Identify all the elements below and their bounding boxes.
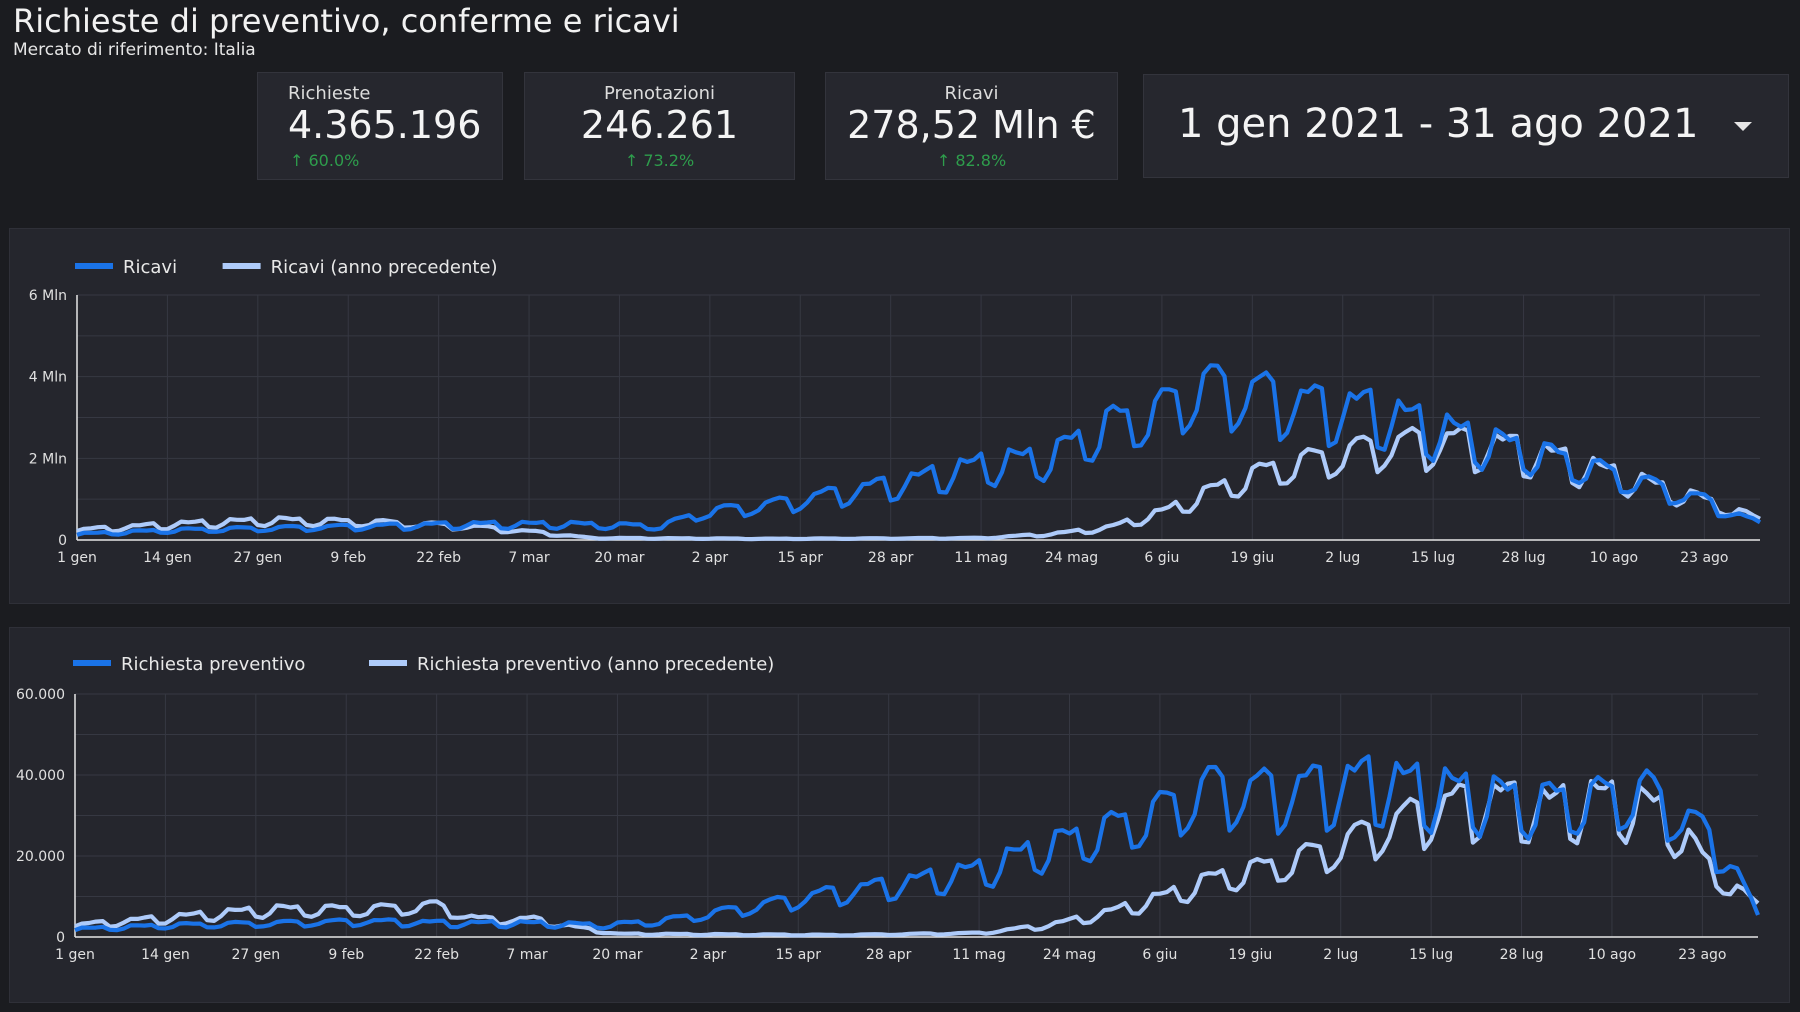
legend-swatch <box>75 263 113 269</box>
x-tick-label: 10 ago <box>1588 947 1636 963</box>
revenue-chart-panel: 1 gen 14 gen 27 gen 9 feb 22 feb 7 mar 20 mar 2… <box>9 228 1790 604</box>
legend-label: Richiesta preventivo <box>121 654 305 675</box>
x-tick-label: 28 lug <box>1502 550 1546 566</box>
x-tick-label: 7 mar <box>506 947 548 963</box>
x-tick-label: 19 giu <box>1228 947 1272 963</box>
x-tick-label: 2 lug <box>1323 947 1358 963</box>
scorecard-ricavi: Ricavi 278,52 Mln € ↑ 82.8% <box>825 72 1118 180</box>
x-tick-label: 15 apr <box>776 947 822 963</box>
date-range-picker[interactable]: 1 gen 2021 - 31 ago 2021 <box>1143 74 1789 178</box>
x-tick-label: 10 ago <box>1590 550 1638 566</box>
x-tick-label: 11 mag <box>954 550 1007 566</box>
x-tick-label: 27 gen <box>233 550 282 566</box>
x-tick-label: 2 apr <box>692 550 729 566</box>
legend-label: Ricavi <box>123 257 177 278</box>
scorecard-label: Prenotazioni <box>604 83 715 104</box>
x-tick-label: 28 apr <box>866 947 912 963</box>
series-line-previous <box>76 425 1761 542</box>
x-tick-label: 15 lug <box>1411 550 1455 566</box>
legend-swatch <box>369 660 407 666</box>
quote-requests-chart: 1 gen 14 gen 27 gen 9 feb 22 feb 7 mar 20 mar 2… <box>16 654 1760 963</box>
x-tick-label: 9 feb <box>330 550 366 566</box>
x-tick-label: 15 lug <box>1409 947 1453 963</box>
scorecard-prenotazioni: Prenotazioni 246.261 ↑ 73.2% <box>524 72 795 180</box>
x-tick-label: 20 mar <box>592 947 642 963</box>
x-tick-label: 11 mag <box>952 947 1005 963</box>
scorecard-delta: ↑ 73.2% <box>624 151 695 170</box>
scorecard-value: 278,52 Mln € <box>847 103 1096 147</box>
x-tick-label: 2 lug <box>1325 550 1360 566</box>
x-tick-label: 23 ago <box>1678 947 1726 963</box>
x-tick-label: 20 mar <box>594 550 644 566</box>
series-line-previous <box>74 778 1760 938</box>
y-tick-label: 2 Mln <box>29 451 67 467</box>
y-tick-label: 60.000 <box>16 687 65 703</box>
quote-requests-chart-panel: 1 gen 14 gen 27 gen 9 feb 22 feb 7 mar 20 mar 2… <box>9 627 1790 1003</box>
date-range-value: 1 gen 2021 - 31 ago 2021 <box>1178 101 1699 147</box>
series-line-current <box>76 363 1762 537</box>
scorecard-richieste: Richieste 4.365.196 ↑ 60.0% <box>257 72 503 180</box>
x-tick-label: 1 gen <box>57 550 97 566</box>
x-tick-label: 28 apr <box>868 550 914 566</box>
series-line-current <box>74 754 1760 933</box>
page-title: Richieste di preventivo, conferme e rica… <box>13 2 680 40</box>
x-tick-label: 22 feb <box>414 947 459 963</box>
x-tick-label: 28 lug <box>1500 947 1544 963</box>
x-tick-label: 24 mag <box>1043 947 1096 963</box>
x-tick-label: 22 feb <box>416 550 461 566</box>
y-tick-label: 0 <box>56 930 65 946</box>
x-tick-label: 1 gen <box>55 947 95 963</box>
x-tick-label: 2 apr <box>690 947 727 963</box>
x-tick-label: 6 giu <box>1144 550 1179 566</box>
x-tick-label: 14 gen <box>143 550 192 566</box>
chevron-down-icon[interactable] <box>1734 122 1752 131</box>
legend-swatch <box>73 660 111 666</box>
scorecard-value: 246.261 <box>580 103 739 147</box>
x-tick-label: 24 mag <box>1045 550 1098 566</box>
legend-label: Ricavi (anno precedente) <box>271 257 498 278</box>
y-tick-label: 40.000 <box>16 768 65 784</box>
x-tick-label: 6 giu <box>1142 947 1177 963</box>
legend-label: Richiesta preventivo (anno precedente) <box>417 654 774 675</box>
x-tick-label: 23 ago <box>1680 550 1728 566</box>
scorecard-delta: ↑ 82.8% <box>936 151 1007 170</box>
scorecard-label: Richieste <box>288 83 371 104</box>
x-tick-label: 27 gen <box>231 947 280 963</box>
x-tick-label: 15 apr <box>778 550 824 566</box>
y-tick-label: 6 Mln <box>29 288 67 304</box>
scorecard-delta: ↑ 60.0% <box>290 151 360 170</box>
x-tick-label: 19 giu <box>1230 550 1274 566</box>
scorecard-label: Ricavi <box>944 83 999 104</box>
page-subtitle: Mercato di riferimento: Italia <box>13 40 256 60</box>
legend-swatch <box>222 263 261 269</box>
y-tick-label: 4 Mln <box>29 370 67 386</box>
revenue-chart: 1 gen 14 gen 27 gen 9 feb 22 feb 7 mar 20 mar 2… <box>29 257 1762 566</box>
x-tick-label: 9 feb <box>328 947 364 963</box>
y-tick-label: 0 <box>58 533 67 549</box>
y-tick-label: 20.000 <box>16 849 65 865</box>
scorecard-value: 4.365.196 <box>288 103 482 147</box>
x-tick-label: 14 gen <box>141 947 190 963</box>
x-tick-label: 7 mar <box>508 550 550 566</box>
